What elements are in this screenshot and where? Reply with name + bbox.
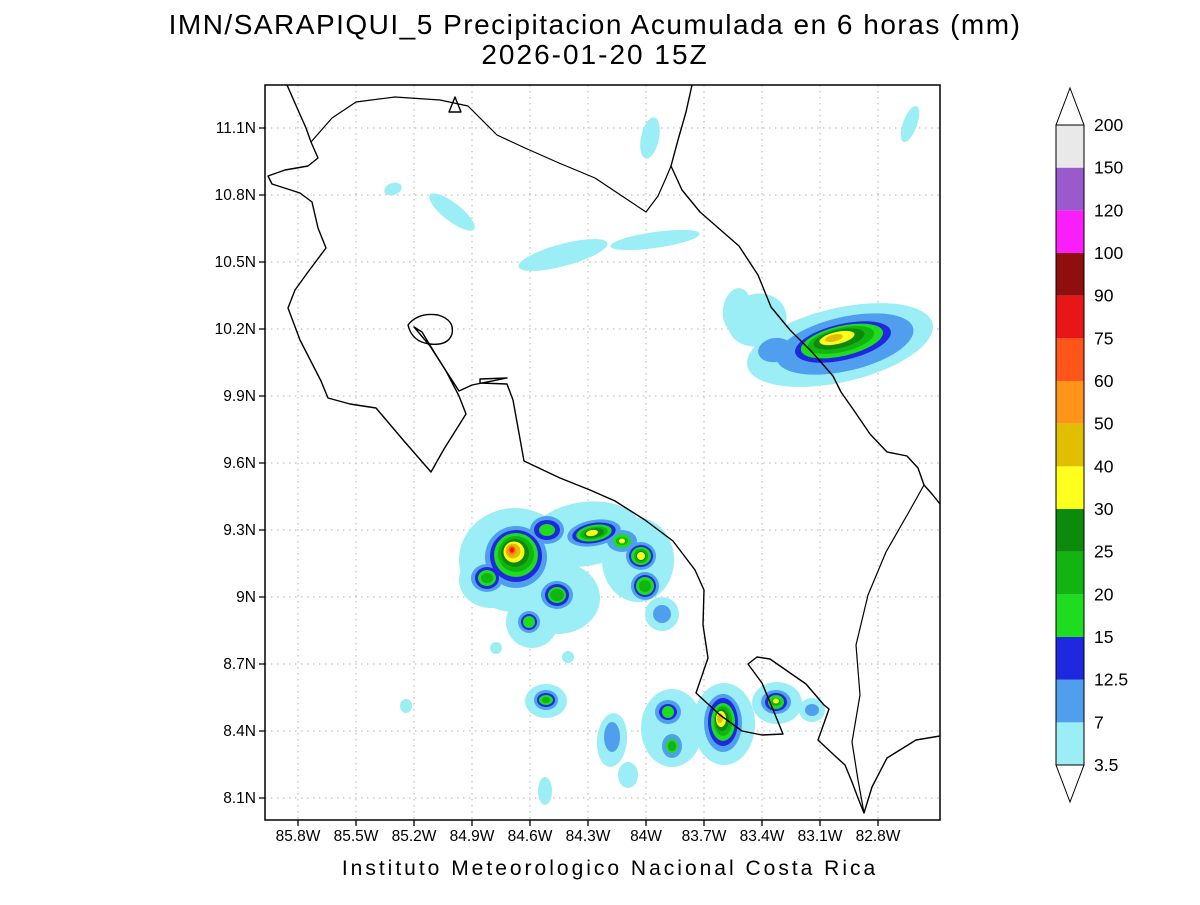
lat-tick-label: 10.8N: [215, 187, 256, 204]
colorbar-label: 150: [1094, 158, 1123, 178]
colorbar-label: 3.5: [1094, 755, 1118, 775]
lat-tick-label: 9.3N: [223, 522, 256, 539]
lon-tick-label: 82.8W: [856, 828, 901, 845]
colorbar-label: 7: [1094, 712, 1104, 732]
colorbar-band: [1056, 210, 1084, 253]
panama-border: [851, 484, 925, 814]
lon-tick-label: 85.2W: [392, 828, 437, 845]
colorbar-band: [1056, 722, 1084, 765]
lat-tick-label: 9.6N: [223, 455, 256, 472]
plot-border: [264, 84, 941, 821]
colorbar-band: [1056, 253, 1084, 296]
colorbar-label: 90: [1094, 286, 1114, 306]
lon-tick-label: 83.4W: [740, 828, 785, 845]
colorbar-band: [1056, 338, 1084, 381]
colorbar-band: [1056, 295, 1084, 339]
colorbar-label: 120: [1094, 200, 1123, 220]
colorbar-band: [1056, 594, 1084, 637]
footer-credit: Instituto Meteorologico Nacional Costa R…: [342, 857, 878, 880]
lon-tick-label: 83.1W: [798, 828, 843, 845]
colorbar-top-arrow: [1055, 86, 1085, 126]
lon-tick-label: 85.5W: [334, 828, 379, 845]
colorbar-label: 200: [1094, 115, 1123, 135]
nicaragua-pacific-coastline: [286, 85, 312, 143]
colorbar-bottom-arrow: [1055, 764, 1085, 804]
lake-island-marker: [448, 96, 462, 113]
colorbar-band: [1056, 466, 1084, 509]
lat-tick-label: 8.7N: [223, 656, 256, 673]
axis-tick-marks: [259, 127, 879, 826]
lat-axis-labels: 11.1N 10.8N 10.5N 10.2N 9.9N 9.6N 9.3N 9…: [215, 120, 256, 807]
colorbar-label: 50: [1094, 414, 1114, 434]
lat-tick-label: 8.4N: [223, 723, 256, 740]
colorbar-label: 75: [1094, 328, 1113, 348]
caribbean-coastline: [670, 85, 940, 505]
lon-axis-labels: 85.8W 85.5W 85.2W 84.9W 84.6W 84.3W 84W …: [276, 828, 901, 845]
lon-tick-label: 84.9W: [450, 828, 495, 845]
colorbar-band: [1056, 167, 1084, 211]
lon-tick-label: 84.6W: [508, 828, 553, 845]
costa-rica-pacific-coastline: [267, 141, 940, 814]
map-outlines: [267, 85, 940, 814]
colorbar-band: [1056, 637, 1084, 680]
lon-tick-label: 83.7W: [682, 828, 727, 845]
lon-tick-label: 85.8W: [276, 828, 321, 845]
colorbar-label: 12.5: [1094, 670, 1128, 690]
colorbar-label: 25: [1094, 542, 1113, 562]
lat-tick-label: 9.9N: [223, 388, 256, 405]
colorbar-band: [1056, 381, 1084, 424]
colorbar-band: [1056, 423, 1084, 467]
isla-chira-outline: [407, 313, 454, 345]
colorbar-band: [1056, 679, 1084, 723]
precipitation-contours: [384, 105, 933, 805]
page-subtitle: 2026-01-20 15Z: [481, 39, 708, 70]
colorbar-band: [1056, 551, 1084, 595]
colorbar-label: 100: [1094, 243, 1123, 263]
colorbar-label: 15: [1094, 627, 1113, 647]
grid-lines: [265, 85, 940, 820]
lat-tick-label: 8.1N: [223, 790, 256, 807]
lat-tick-label: 10.2N: [215, 321, 256, 338]
lat-tick-label: 9N: [236, 589, 256, 606]
colorbar-label: 60: [1094, 371, 1114, 391]
colorbar: 200 150 120 100 90 75 60 50 40 30 25 20 …: [1055, 86, 1128, 804]
nicaragua-border: [310, 96, 672, 213]
page-title: IMN/SARAPIQUI_5 Precipitacion Acumulada …: [169, 9, 1022, 40]
lat-tick-label: 10.5N: [215, 254, 256, 271]
lat-tick-label: 11.1N: [216, 120, 256, 137]
colorbar-label: 30: [1094, 499, 1114, 519]
colorbar-band: [1056, 509, 1084, 552]
precip-fill-3-5mm: [384, 105, 933, 805]
colorbar-outline: [1055, 124, 1085, 766]
precip-fill-75mm: [510, 547, 514, 553]
colorbar-label: 20: [1094, 584, 1114, 604]
lon-tick-label: 84.3W: [566, 828, 611, 845]
lon-tick-label: 84W: [630, 828, 662, 845]
colorbar-band: [1056, 125, 1084, 168]
colorbar-label: 40: [1094, 456, 1114, 476]
